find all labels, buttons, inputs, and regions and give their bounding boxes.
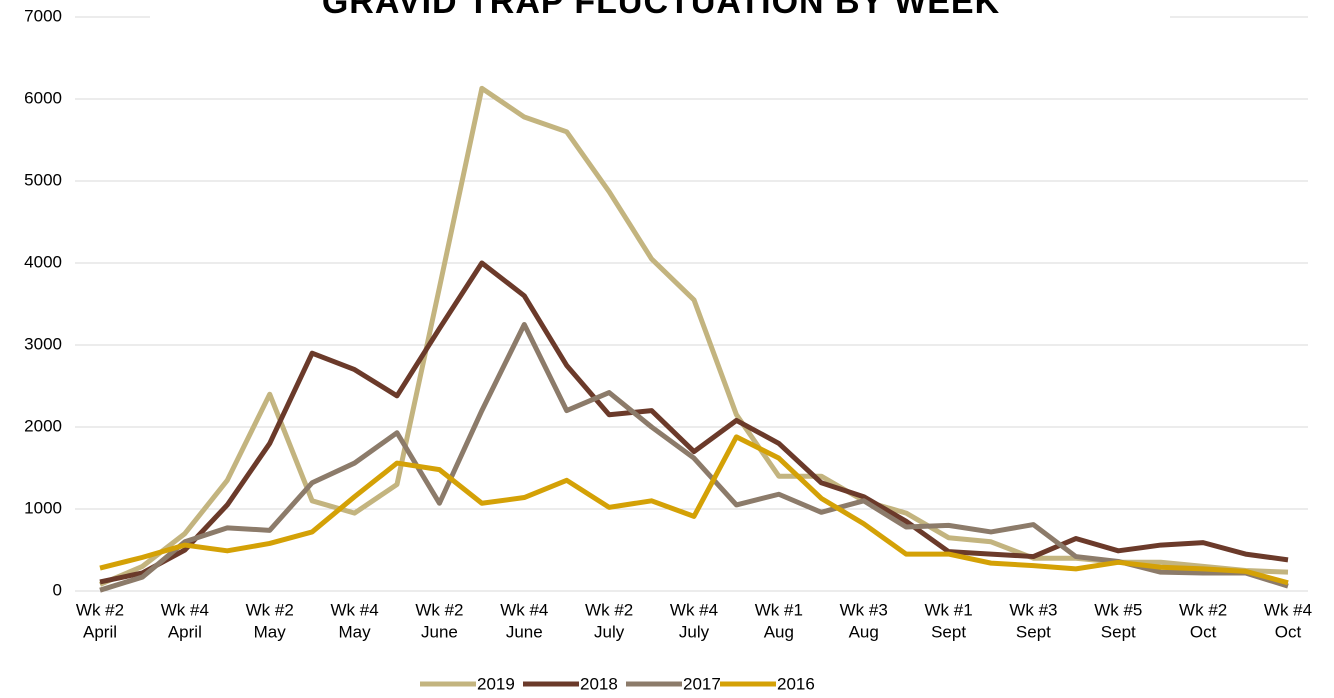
- legend-label: 2016: [777, 674, 815, 693]
- x-tick-label: Sept: [1016, 622, 1051, 641]
- x-tick-label: April: [83, 622, 117, 641]
- legend-label: 2017: [683, 674, 721, 693]
- x-tick-label: Wk #3: [1009, 600, 1057, 619]
- x-tick-label: June: [506, 622, 543, 641]
- x-tick-label: Wk #3: [840, 600, 888, 619]
- x-tick-label: Wk #2: [1179, 600, 1227, 619]
- x-tick-label: July: [679, 622, 710, 641]
- x-tick-label: Aug: [849, 622, 879, 641]
- x-tick-label: Sept: [1101, 622, 1136, 641]
- y-tick-label: 6000: [24, 88, 62, 107]
- x-tick-label: Sept: [931, 622, 966, 641]
- x-tick-label: July: [594, 622, 625, 641]
- y-tick-label: 5000: [24, 170, 62, 189]
- x-tick-label: Aug: [764, 622, 794, 641]
- chart-title: GRAVID TRAP FLUCTUATION BY WEEK: [322, 0, 1000, 21]
- x-tick-label: Wk #2: [585, 600, 633, 619]
- grid: [75, 16, 1308, 592]
- x-tick-label: June: [421, 622, 458, 641]
- x-tick-label: Wk #4: [1264, 600, 1312, 619]
- x-tick-label: May: [339, 622, 372, 641]
- series-line: [99, 260, 1289, 585]
- y-tick-label: 7000: [24, 6, 62, 25]
- legend-label: 2018: [580, 674, 618, 693]
- series-line: [99, 322, 1289, 593]
- x-tick-label: April: [168, 622, 202, 641]
- series-line: [99, 434, 1289, 586]
- title-background: [150, 0, 1170, 40]
- x-tick-label: Oct: [1190, 622, 1217, 641]
- y-tick-label: 3000: [24, 334, 62, 353]
- x-tick-label: Wk #4: [670, 600, 718, 619]
- x-tick-label: Wk #1: [755, 600, 803, 619]
- x-tick-label: Wk #4: [330, 600, 378, 619]
- x-tick-label: Wk #1: [924, 600, 972, 619]
- x-tick-label: Wk #4: [500, 600, 548, 619]
- series-line: [99, 85, 1289, 587]
- y-tick-label: 1000: [24, 498, 62, 517]
- x-tick-label: Oct: [1275, 622, 1302, 641]
- x-tick-label: Wk #2: [246, 600, 294, 619]
- y-tick-label: 2000: [24, 416, 62, 435]
- x-tick-label: Wk #5: [1094, 600, 1142, 619]
- legend-label: 2019: [477, 674, 515, 693]
- x-tick-label: Wk #2: [415, 600, 463, 619]
- y-tick-label: 0: [53, 580, 62, 599]
- x-tick-label: Wk #2: [76, 600, 124, 619]
- y-tick-label: 4000: [24, 252, 62, 271]
- x-tick-label: Wk #4: [161, 600, 209, 619]
- x-tick-label: May: [254, 622, 287, 641]
